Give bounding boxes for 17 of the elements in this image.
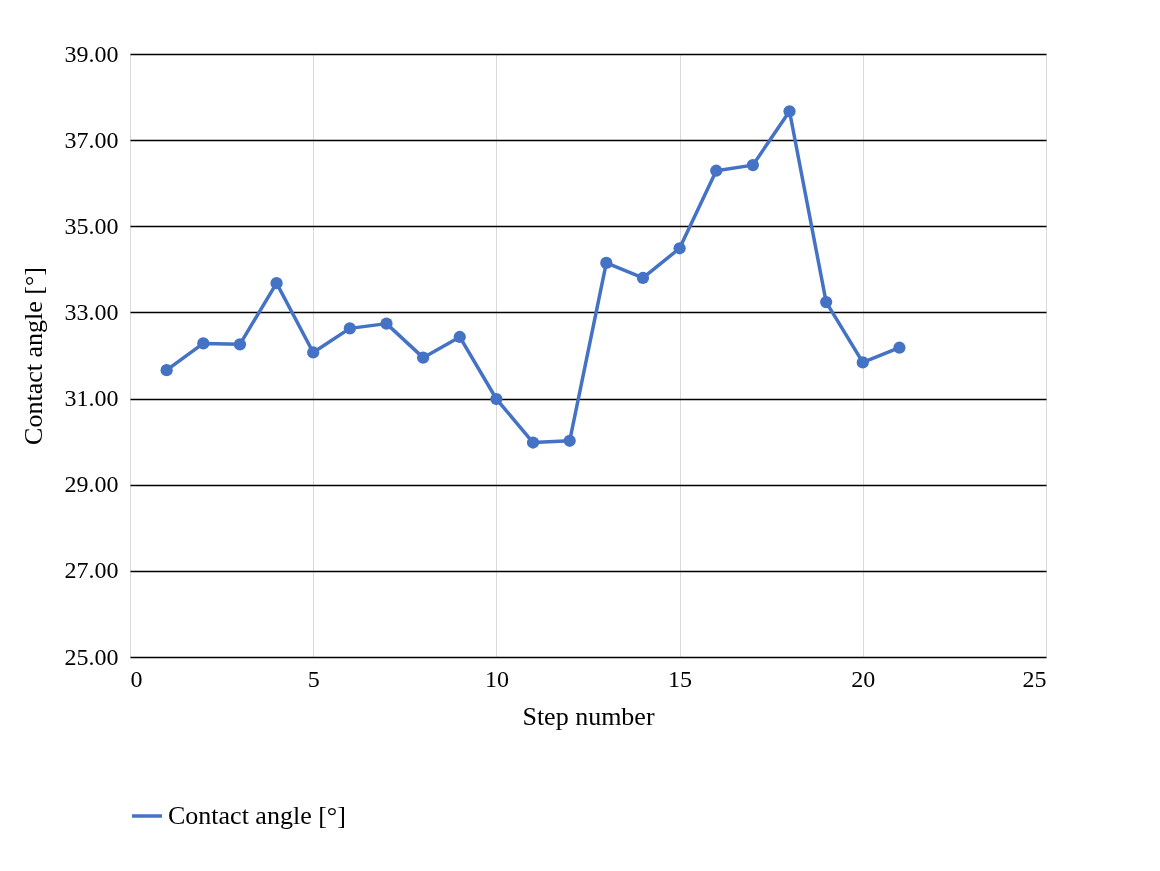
y-tick-label: 29.00: [64, 471, 119, 498]
x-tick-label: 0: [130, 665, 143, 692]
y-tick-label: 37.00: [64, 126, 119, 153]
x-tick-label: 10: [484, 665, 509, 692]
legend-label: Contact angle [°]: [168, 801, 346, 830]
x-tick-label: 5: [307, 665, 320, 692]
x-tick-label: 25: [1022, 665, 1047, 692]
y-tick-label: 25.00: [64, 643, 119, 670]
x-axis-title: Step number: [522, 701, 655, 731]
y-axis-title: Contact angle [°]: [18, 267, 48, 445]
y-tick-label: 33.00: [64, 298, 119, 325]
y-tick-label: 27.00: [64, 557, 119, 584]
x-tick-label: 20: [851, 665, 876, 692]
y-tick-label: 39.00: [64, 40, 119, 67]
y-tick-label: 35.00: [64, 212, 119, 239]
y-tick-label: 31.00: [64, 385, 119, 412]
x-tick-label: 15: [668, 665, 693, 692]
